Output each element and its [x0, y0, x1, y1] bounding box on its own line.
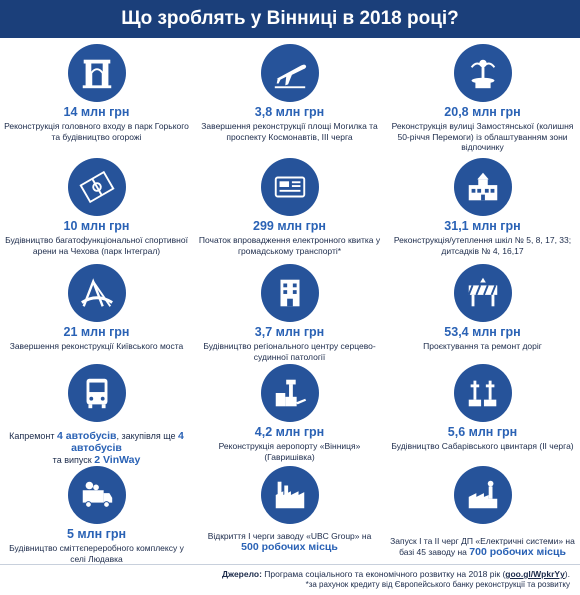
project-description: Будівництво багатофункціональної спортив…	[5, 235, 188, 256]
project-card: Капремонт 4 автобусів, закупівля ще 4 ав…	[0, 364, 193, 466]
plant-icon	[453, 466, 512, 524]
school-icon	[453, 158, 512, 216]
footer: Джерело: Програма соціального та економі…	[0, 564, 580, 590]
project-amount: 14 млн грн	[63, 105, 130, 119]
header: Що зроблять у Вінниці в 2018 році?	[0, 0, 580, 38]
source-end: ).	[564, 569, 570, 579]
project-description: Завершення реконструкції площі Могилка т…	[201, 121, 378, 142]
project-description: Запуск І та ІІ черг ДП «Електричні систе…	[390, 536, 575, 558]
project-amount: 3,8 млн грн	[254, 105, 325, 119]
project-card: 53,4 млн грн Проєктування та ремонт дорі…	[386, 264, 579, 352]
project-amount: 3,7 млн грн	[254, 325, 325, 339]
page-title: Що зроблять у Вінниці в 2018 році?	[121, 8, 459, 29]
desc-highlight: 700 робочих місць	[469, 546, 566, 558]
desc-highlight: 4 автобусів	[57, 430, 117, 442]
arch-icon	[67, 44, 126, 102]
project-description: Реконструкція вулиці Замостянської (коли…	[391, 121, 574, 152]
project-card: 3,8 млн грн Завершення реконструкції пло…	[193, 44, 386, 142]
project-card: Відкриття І черги заводу «UBC Group» на …	[193, 466, 386, 553]
bus-icon	[67, 364, 126, 422]
project-description: Відкриття І черги заводу «UBC Group» на …	[197, 531, 382, 553]
project-card: 3,7 млн грн Будівництво регіонального це…	[193, 264, 386, 362]
project-description: Проєктування та ремонт доріг	[423, 341, 542, 351]
project-card: 4,2 млн грн Реконструкція аеропорту «Він…	[193, 364, 386, 462]
hospital-icon	[260, 264, 319, 322]
desc-highlight: 2 VinWay	[94, 454, 141, 466]
project-card: 299 млн грн Початок впровадження електро…	[193, 158, 386, 256]
project-amount: 4,2 млн грн	[254, 425, 325, 439]
cemetery-icon	[453, 364, 512, 422]
ticket-icon	[260, 158, 319, 216]
project-description: Реконструкція/утеплення шкіл № 5, 8, 17,…	[393, 235, 572, 256]
airplane-icon	[260, 44, 319, 102]
project-amount: 21 млн грн	[63, 325, 130, 339]
project-description: Будівництво сміттєпереробного комплексу …	[9, 543, 184, 564]
fountain-icon	[453, 44, 512, 102]
project-card: 5,6 млн грн Будівництво Сабарівського цв…	[386, 364, 579, 452]
project-card: 20,8 млн грн Реконструкція вулиці Замост…	[386, 44, 579, 153]
factory-icon	[260, 466, 319, 524]
project-amount: 299 млн грн	[253, 219, 326, 233]
project-card: 31,1 млн грн Реконструкція/утеплення шкі…	[386, 158, 579, 256]
source-link[interactable]: goo.gl/WpkrYy	[505, 569, 565, 579]
desc-highlight: 500 робочих місць	[241, 541, 338, 553]
airport-icon	[260, 364, 319, 422]
project-card: Запуск І та ІІ черг ДП «Електричні систе…	[386, 466, 579, 558]
footnote: *за рахунок кредиту від Європейського ба…	[305, 580, 570, 589]
project-amount: 5,6 млн грн	[447, 425, 518, 439]
project-description: Будівництво регіонального центру серцево…	[203, 341, 376, 362]
desc-text: та випуск	[52, 455, 95, 465]
project-card: 5 млн грн Будівництво сміттєпереробного …	[0, 466, 193, 564]
bridge-icon	[67, 264, 126, 322]
project-description: Реконструкція аеропорту «Вінниця» (Гаври…	[218, 441, 361, 462]
project-description: Завершення реконструкції Київського мост…	[9, 341, 184, 351]
desc-text: Відкриття І черги заводу «UBC Group» на	[207, 531, 372, 541]
desc-text: , закупівля ще	[116, 431, 179, 441]
project-card: 14 млн грн Реконструкція головного входу…	[0, 44, 193, 142]
source-text: Програма соціального та економічного роз…	[261, 569, 506, 579]
project-amount: 5 млн грн	[66, 527, 127, 541]
desc-highlight: 4 автобусів	[71, 430, 184, 454]
project-amount: 31,1 млн грн	[444, 219, 521, 233]
project-card: 10 млн грн Будівництво багатофункціональ…	[0, 158, 193, 256]
garbage-truck-icon	[67, 466, 126, 524]
project-description: Реконструкція головного входу в парк Гор…	[4, 121, 189, 142]
project-description: Будівництво Сабарівського цвинтаря (ІІ ч…	[391, 441, 574, 451]
project-description: Капремонт 4 автобусів, закупівля ще 4 ав…	[4, 430, 189, 466]
source-label: Джерело:	[221, 569, 262, 579]
source-line: Джерело: Програма соціального та економі…	[0, 565, 580, 580]
desc-text: Запуск І та ІІ черг ДП «Електричні систе…	[390, 536, 575, 557]
football-field-icon	[67, 158, 126, 216]
project-amount: 53,4 млн грн	[444, 325, 521, 339]
road-barrier-icon	[453, 264, 512, 322]
project-amount: 10 млн грн	[63, 219, 130, 233]
project-description: Початок впровадження електронного квитка…	[198, 235, 381, 256]
project-amount: 20,8 млн грн	[444, 105, 521, 119]
project-card: 21 млн грн Завершення реконструкції Київ…	[0, 264, 193, 352]
desc-text: Капремонт	[9, 431, 58, 441]
